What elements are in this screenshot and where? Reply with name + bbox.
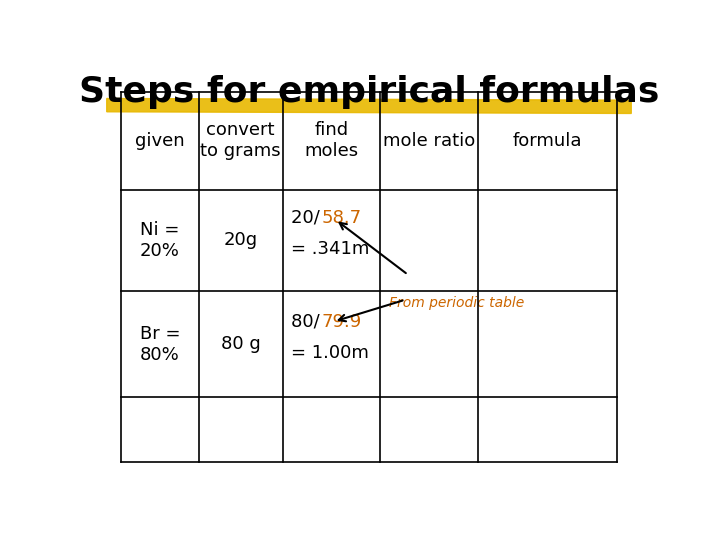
Text: = .341m: = .341m (291, 240, 369, 258)
Polygon shape (107, 98, 631, 113)
Text: 20/: 20/ (291, 208, 325, 227)
Text: find
moles: find moles (305, 122, 359, 160)
Text: formula: formula (513, 132, 582, 150)
Text: 58.7: 58.7 (322, 208, 361, 227)
Text: convert
to grams: convert to grams (200, 122, 281, 160)
Text: mole ratio: mole ratio (383, 132, 475, 150)
Text: 80/: 80/ (291, 313, 325, 330)
Text: Br =
80%: Br = 80% (140, 325, 180, 364)
Text: given: given (135, 132, 184, 150)
Text: From periodic table: From periodic table (389, 295, 523, 309)
Text: Ni =
20%: Ni = 20% (140, 221, 180, 260)
Text: = 1.00m: = 1.00m (291, 344, 369, 362)
Text: 79.9: 79.9 (322, 313, 362, 330)
Text: Steps for empirical formulas: Steps for empirical formulas (78, 75, 660, 109)
Text: 80 g: 80 g (221, 335, 261, 353)
Text: 20g: 20g (224, 232, 258, 249)
